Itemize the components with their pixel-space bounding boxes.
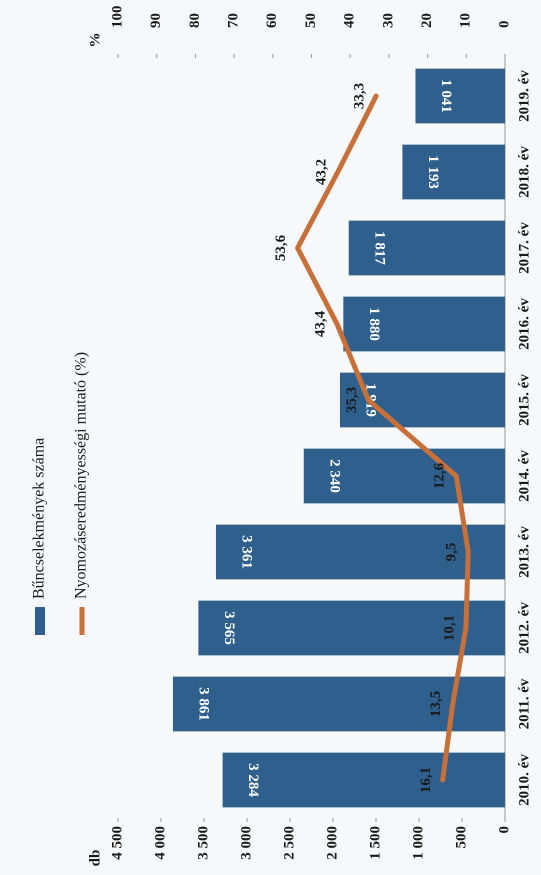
y2-tick-label: 70 bbox=[226, 13, 242, 28]
line-value-label: 16,1 bbox=[418, 767, 434, 793]
bar-value-label: 1 817 bbox=[371, 231, 387, 265]
y2-tick-label: 50 bbox=[303, 13, 319, 28]
bar-value-label: 3 361 bbox=[239, 535, 255, 569]
bar bbox=[348, 220, 505, 276]
x-tick-label: 2017. év bbox=[516, 222, 532, 274]
legend-swatch bbox=[35, 607, 45, 635]
y-tick-label: 4 000 bbox=[152, 826, 168, 860]
x-tick-label: 2012. év bbox=[516, 602, 532, 654]
bar bbox=[343, 296, 505, 352]
bar-value-label: 1 041 bbox=[438, 79, 454, 113]
y2-axis-label: % bbox=[87, 33, 103, 48]
y2-tick-label: 40 bbox=[342, 13, 358, 28]
y2-tick-label: 90 bbox=[148, 13, 164, 28]
y2-tick-label: 60 bbox=[264, 13, 280, 28]
line-value-label: 33,3 bbox=[352, 83, 368, 109]
y2-tick-label: 20 bbox=[419, 13, 435, 28]
bar bbox=[215, 524, 505, 580]
line-value-label: 43,2 bbox=[313, 159, 329, 185]
x-tick-label: 2015. év bbox=[516, 374, 532, 426]
x-tick-label: 2011. év bbox=[516, 678, 532, 729]
bar bbox=[172, 676, 505, 732]
legend-label: Nyomozáseredményességi mutató (%) bbox=[73, 352, 90, 599]
y2-tick-label: 10 bbox=[458, 13, 474, 28]
y-tick-label: 2 000 bbox=[324, 826, 340, 860]
line-value-label: 43,4 bbox=[312, 310, 328, 337]
y-tick-label: 2 500 bbox=[281, 826, 297, 860]
x-tick-label: 2016. év bbox=[516, 298, 532, 350]
line-value-label: 9,5 bbox=[444, 543, 460, 562]
x-tick-label: 2010. év bbox=[516, 754, 532, 806]
bar-value-label: 3 284 bbox=[245, 763, 261, 797]
y-tick-label: 500 bbox=[453, 826, 469, 849]
bar bbox=[198, 600, 505, 656]
line-value-label: 10,1 bbox=[441, 615, 457, 641]
bar-value-label: 3 565 bbox=[221, 611, 237, 645]
bar bbox=[222, 752, 506, 808]
x-tick-label: 2014. év bbox=[516, 450, 532, 502]
legend-label: Bűncselekmények száma bbox=[31, 438, 48, 599]
y-axis-label: db bbox=[87, 850, 103, 867]
y-tick-label: 4 500 bbox=[109, 826, 125, 860]
bar-value-label: 2 340 bbox=[326, 459, 342, 493]
x-tick-label: 2019. év bbox=[516, 70, 532, 122]
bar-value-label: 1 193 bbox=[425, 155, 441, 189]
line-value-label: 12,6 bbox=[432, 462, 448, 489]
y-tick-label: 3 500 bbox=[195, 826, 211, 860]
line-value-label: 53,6 bbox=[273, 234, 289, 261]
line-value-label: 35,3 bbox=[344, 387, 360, 413]
y-tick-label: 3 000 bbox=[238, 826, 254, 860]
y2-tick-label: 30 bbox=[380, 13, 396, 28]
y2-tick-label: 80 bbox=[187, 13, 203, 28]
y2-tick-label: 100 bbox=[109, 6, 125, 29]
bar-value-label: 3 861 bbox=[196, 687, 212, 721]
y2-tick-label: 0 bbox=[496, 21, 512, 29]
line bbox=[295, 93, 471, 783]
bar-value-label: 1 880 bbox=[366, 307, 382, 341]
bar bbox=[415, 68, 505, 124]
bar bbox=[402, 144, 506, 200]
x-tick-label: 2018. év bbox=[516, 146, 532, 198]
y-tick-label: 1 000 bbox=[410, 826, 426, 860]
y-tick-label: 0 bbox=[496, 826, 512, 834]
line-value-label: 13,5 bbox=[428, 691, 444, 717]
bar bbox=[303, 448, 506, 504]
y-tick-label: 1 500 bbox=[367, 826, 383, 860]
x-tick-label: 2013. év bbox=[516, 526, 532, 578]
